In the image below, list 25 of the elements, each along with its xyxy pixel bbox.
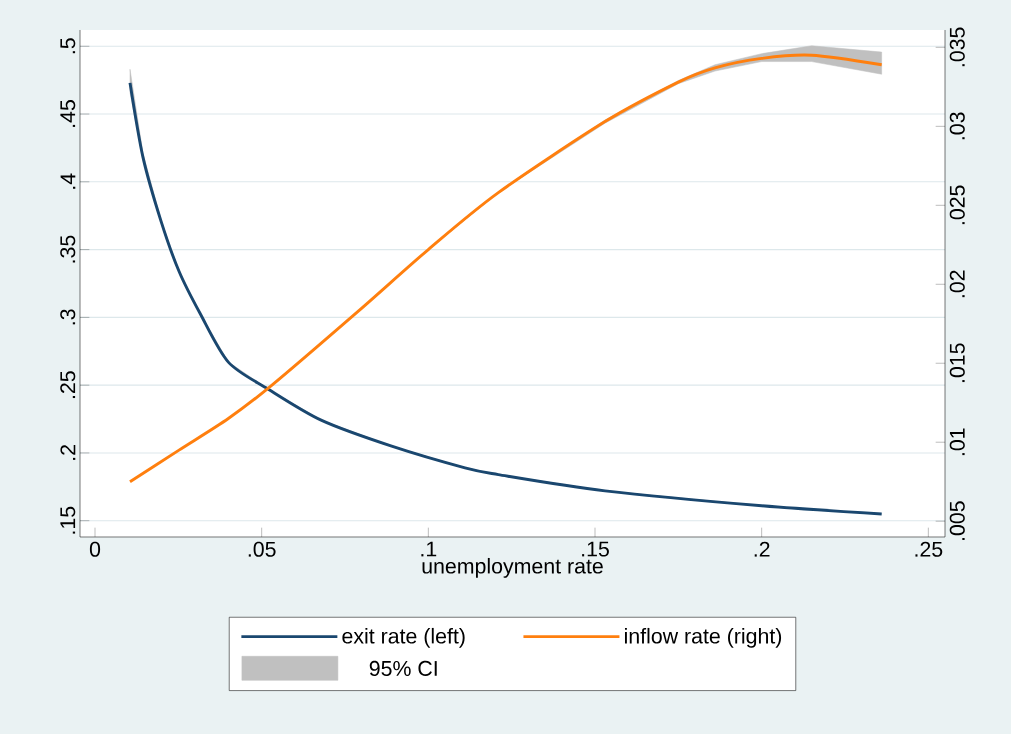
y2-tick-label: .025 [949, 185, 965, 225]
y-tick-label: .5 [60, 38, 76, 54]
text: 95% CI [369, 660, 437, 676]
y-tick-label: .25 [60, 371, 76, 399]
x-tick-label: .2 [754, 541, 770, 557]
x-axis-title: unemployment rate [422, 557, 603, 578]
y2-tick-label: .02 [949, 270, 965, 298]
y2-tick-label: .03 [949, 112, 965, 140]
x-tick-label: .15 [582, 541, 609, 557]
y-tick-label: .2 [60, 445, 76, 460]
y-tick-label: .35 [60, 235, 76, 263]
x-tick-label: .25 [915, 541, 943, 557]
legend-label: exit rate (left) [342, 627, 465, 648]
y2-tick-label: .035 [949, 27, 965, 67]
y-tick-label: .3 [60, 309, 76, 325]
y-tick-label: .45 [60, 100, 76, 127]
y2-tick-label: .005 [949, 501, 965, 541]
legend-label: inflow rate (right) [625, 627, 782, 648]
y2-tick-label: .01 [949, 428, 965, 456]
y-tick-label: .4 [60, 173, 76, 189]
x-tick-label: 0 [89, 541, 101, 557]
x-tick-label: .05 [248, 541, 276, 557]
y2-tick-label: .015 [949, 343, 965, 383]
x-tick-label: .1 [421, 541, 437, 557]
y-tick-label: .15 [60, 506, 76, 534]
